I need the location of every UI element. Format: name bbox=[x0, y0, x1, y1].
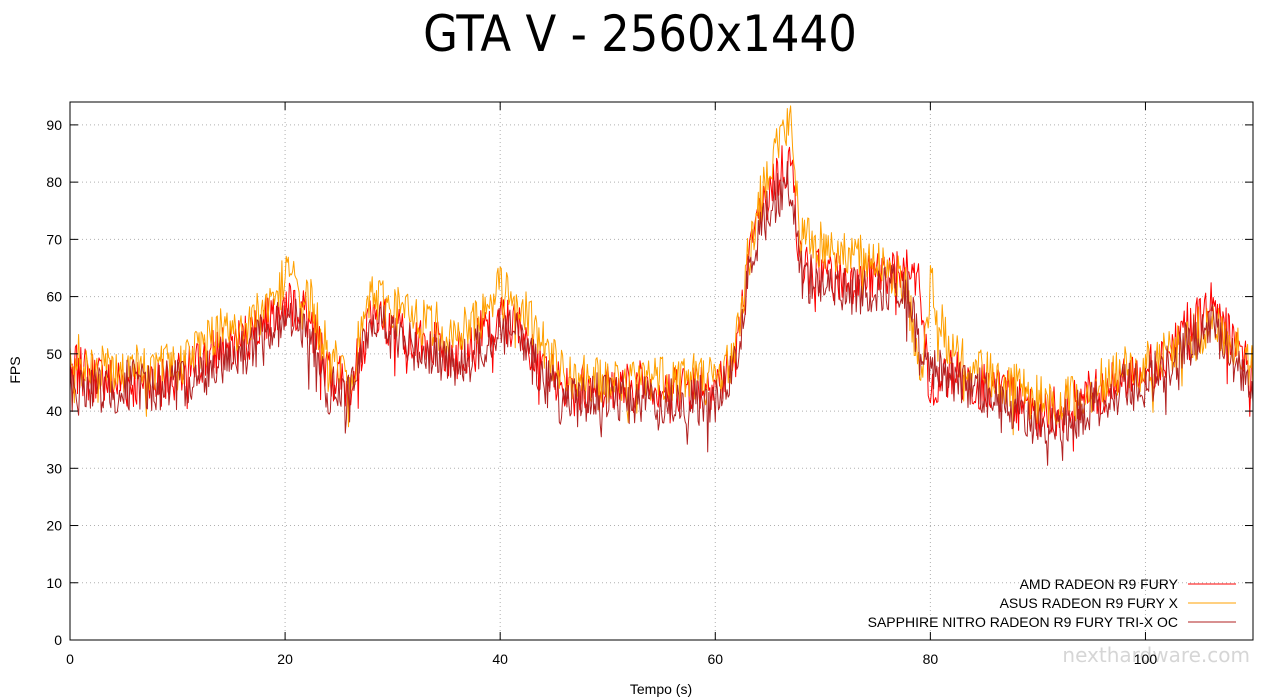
y-tick-label: 0 bbox=[54, 632, 62, 648]
y-axis-label: FPS bbox=[7, 356, 23, 383]
y-tick-label: 60 bbox=[46, 289, 62, 305]
x-tick-label: 20 bbox=[277, 651, 293, 667]
y-tick-label: 90 bbox=[46, 117, 62, 133]
y-tick-label: 80 bbox=[46, 174, 62, 190]
grid-layer bbox=[70, 102, 1253, 640]
series-line-3 bbox=[69, 161, 1254, 466]
y-tick-label: 40 bbox=[46, 403, 62, 419]
chart-title: GTA V - 2560x1440 bbox=[423, 5, 857, 63]
x-tick-label: 40 bbox=[492, 651, 508, 667]
legend-label: AMD RADEON R9 FURY bbox=[1020, 576, 1179, 592]
y-tick-label: 50 bbox=[46, 346, 62, 362]
y-tick-label: 70 bbox=[46, 231, 62, 247]
plot-frame bbox=[69, 101, 1254, 641]
x-tick-label: 60 bbox=[707, 651, 723, 667]
x-axis-label: Tempo (s) bbox=[630, 681, 692, 697]
watermark: nexthardware.com bbox=[1062, 643, 1250, 667]
y-tick-label: 10 bbox=[46, 575, 62, 591]
x-tick-label: 0 bbox=[66, 651, 74, 667]
x-tick-label: 100 bbox=[1134, 651, 1158, 667]
y-tick-label: 30 bbox=[46, 460, 62, 476]
tick-layer: 0 10 20 30 40 50 60 70 80 90 0 20 40 60 80 100 bbox=[46, 102, 1253, 667]
x-tick-label: 80 bbox=[923, 651, 939, 667]
y-tick-label: 20 bbox=[46, 518, 62, 534]
series-layer bbox=[69, 105, 1254, 466]
series-line-2 bbox=[69, 105, 1254, 436]
watermark-logo-text: nexthardware.com bbox=[1062, 643, 1250, 667]
legend-label: SAPPHIRE NITRO RADEON R9 FURY TRI-X OC bbox=[868, 614, 1178, 630]
legend-label: ASUS RADEON R9 FURY X bbox=[1000, 595, 1179, 611]
legend: AMD RADEON R9 FURY ASUS RADEON R9 FURY X S… bbox=[868, 576, 1236, 630]
